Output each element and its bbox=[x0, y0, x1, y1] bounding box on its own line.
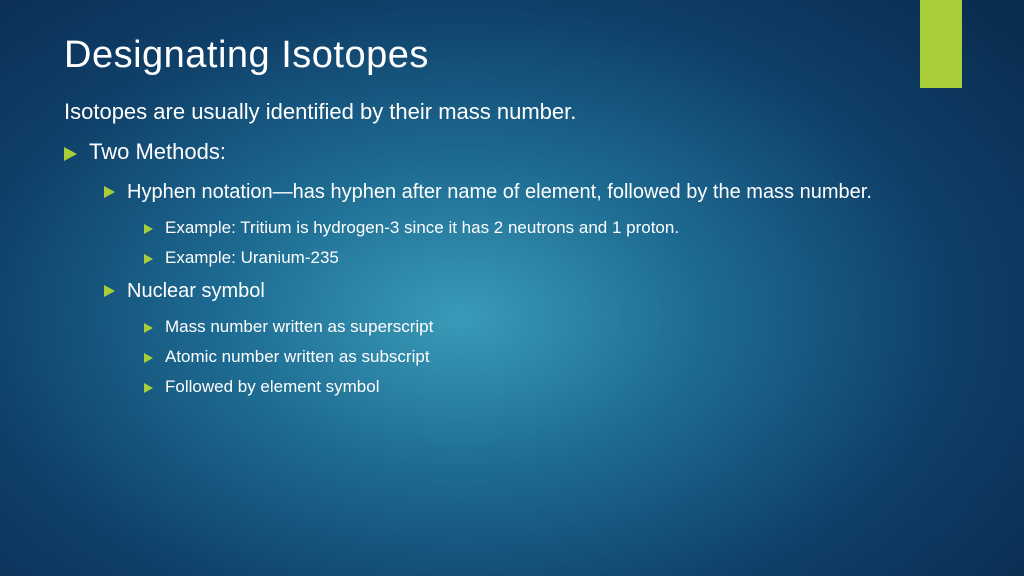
slide: Designating Isotopes Isotopes are usuall… bbox=[0, 0, 1024, 397]
list-item-text: Example: Tritium is hydrogen-3 since it … bbox=[165, 218, 960, 238]
triangle-bullet-icon bbox=[64, 147, 77, 161]
list-item: Followed by element symbol bbox=[144, 377, 960, 397]
list-item: Mass number written as superscript bbox=[144, 317, 960, 337]
slide-title: Designating Isotopes bbox=[64, 34, 960, 77]
list-item-text: Mass number written as superscript bbox=[165, 317, 960, 337]
triangle-bullet-icon bbox=[144, 383, 153, 393]
list-item-text: Nuclear symbol bbox=[127, 278, 960, 305]
triangle-bullet-icon bbox=[144, 254, 153, 264]
intro-text: Isotopes are usually identified by their… bbox=[64, 99, 960, 125]
triangle-bullet-icon bbox=[104, 285, 115, 297]
triangle-bullet-icon bbox=[104, 186, 115, 198]
list-item-text: Atomic number written as subscript bbox=[165, 347, 960, 367]
bullet-list-lvl3: Mass number written as superscript Atomi… bbox=[104, 317, 960, 397]
list-item-text: Followed by element symbol bbox=[165, 377, 960, 397]
triangle-bullet-icon bbox=[144, 353, 153, 363]
list-item: Atomic number written as subscript bbox=[144, 347, 960, 367]
list-item-text: Two Methods: bbox=[89, 139, 960, 165]
list-item: Example: Tritium is hydrogen-3 since it … bbox=[144, 218, 960, 238]
list-item-text: Hyphen notation—has hyphen after name of… bbox=[127, 179, 960, 206]
bullet-list-lvl2: Hyphen notation—has hyphen after name of… bbox=[64, 179, 960, 397]
list-item-text: Example: Uranium-235 bbox=[165, 248, 960, 268]
triangle-bullet-icon bbox=[144, 323, 153, 333]
triangle-bullet-icon bbox=[144, 224, 153, 234]
list-item: Hyphen notation—has hyphen after name of… bbox=[104, 179, 960, 268]
list-item: Two Methods: Hyphen notation—has hyphen … bbox=[64, 139, 960, 397]
list-item: Nuclear symbol Mass number written as su… bbox=[104, 278, 960, 397]
list-item: Example: Uranium-235 bbox=[144, 248, 960, 268]
bullet-list-lvl3: Example: Tritium is hydrogen-3 since it … bbox=[104, 218, 960, 268]
bullet-list-lvl1: Two Methods: Hyphen notation—has hyphen … bbox=[64, 139, 960, 397]
accent-bar bbox=[920, 0, 962, 88]
